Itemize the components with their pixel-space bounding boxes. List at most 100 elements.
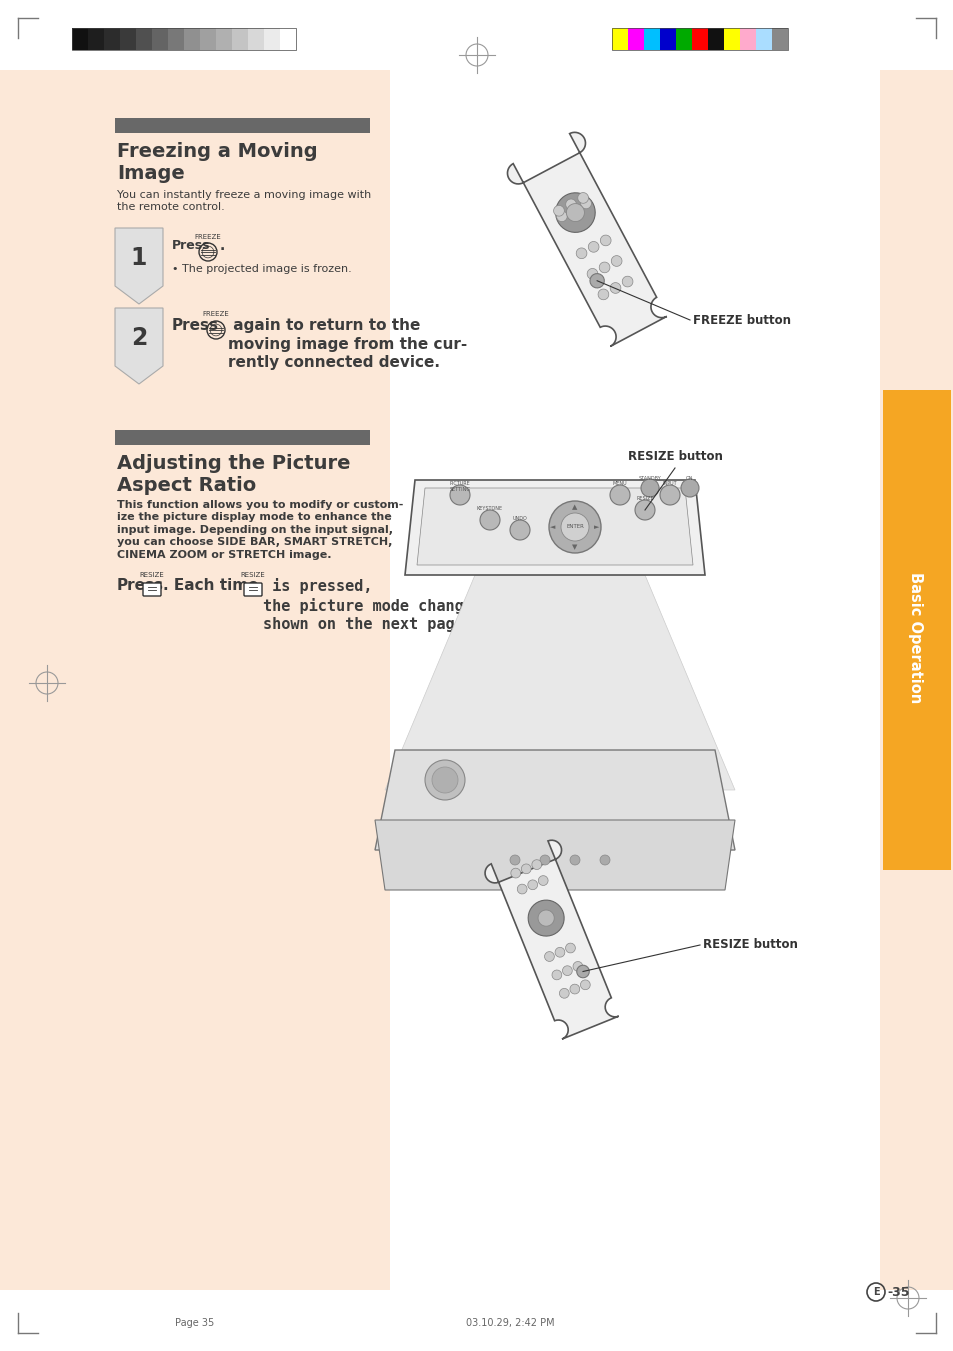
Text: RESIZE button: RESIZE button xyxy=(702,939,797,951)
Bar xyxy=(740,28,755,50)
Circle shape xyxy=(548,501,600,553)
Text: Page 35: Page 35 xyxy=(175,1319,214,1328)
Polygon shape xyxy=(507,132,666,346)
Bar xyxy=(115,430,370,444)
Circle shape xyxy=(479,509,499,530)
Polygon shape xyxy=(566,204,584,222)
Text: KEYSTONE: KEYSTONE xyxy=(476,507,502,511)
Polygon shape xyxy=(375,750,734,850)
Bar xyxy=(643,28,659,50)
Text: Freezing a Moving
Image: Freezing a Moving Image xyxy=(117,142,317,182)
FancyBboxPatch shape xyxy=(244,584,262,596)
Polygon shape xyxy=(532,859,541,870)
Polygon shape xyxy=(577,965,589,978)
Circle shape xyxy=(680,480,699,497)
Polygon shape xyxy=(115,308,163,384)
Text: Press: Press xyxy=(172,239,211,253)
Text: is pressed,
the picture mode changes as
shown on the next page.: is pressed, the picture mode changes as … xyxy=(263,578,509,632)
Text: 03.10.29, 2:42 PM: 03.10.29, 2:42 PM xyxy=(465,1319,554,1328)
Polygon shape xyxy=(416,488,692,565)
Polygon shape xyxy=(610,282,620,293)
Circle shape xyxy=(640,480,659,497)
Polygon shape xyxy=(556,211,567,222)
Text: • The projected image is frozen.: • The projected image is frozen. xyxy=(172,263,352,274)
Polygon shape xyxy=(576,247,586,258)
Text: . Each time: . Each time xyxy=(163,578,258,593)
Polygon shape xyxy=(544,951,554,962)
Polygon shape xyxy=(553,205,564,216)
Circle shape xyxy=(424,761,464,800)
Polygon shape xyxy=(115,228,163,304)
Polygon shape xyxy=(385,576,734,790)
Circle shape xyxy=(432,767,457,793)
Bar xyxy=(676,28,691,50)
Bar xyxy=(723,28,740,50)
Text: ◄: ◄ xyxy=(550,524,555,530)
Polygon shape xyxy=(569,984,579,994)
Polygon shape xyxy=(562,966,572,975)
Polygon shape xyxy=(573,962,582,971)
Bar xyxy=(88,28,104,50)
Bar xyxy=(184,28,200,50)
Bar xyxy=(200,28,215,50)
Polygon shape xyxy=(599,235,611,246)
Text: PICTURE
SETTING: PICTURE SETTING xyxy=(449,481,470,492)
Polygon shape xyxy=(578,193,588,203)
Text: ENTER: ENTER xyxy=(565,524,583,530)
Bar xyxy=(707,28,723,50)
Polygon shape xyxy=(588,242,598,253)
Text: 1: 1 xyxy=(131,246,147,270)
Circle shape xyxy=(539,855,550,865)
Text: This function allows you to modify or custom-
ize the picture display mode to en: This function allows you to modify or cu… xyxy=(117,500,403,559)
Polygon shape xyxy=(621,276,632,286)
Text: Press: Press xyxy=(172,317,219,332)
Text: E: E xyxy=(872,1288,879,1297)
Text: again to return to the
moving image from the cur-
rently connected device.: again to return to the moving image from… xyxy=(228,317,467,370)
Bar xyxy=(248,28,264,50)
Polygon shape xyxy=(484,840,618,1039)
Bar xyxy=(755,28,771,50)
Polygon shape xyxy=(558,989,569,998)
Polygon shape xyxy=(565,943,575,952)
Polygon shape xyxy=(565,199,576,209)
Circle shape xyxy=(450,485,470,505)
Text: ON: ON xyxy=(685,476,693,481)
Bar xyxy=(115,118,370,132)
Polygon shape xyxy=(580,199,591,209)
Bar xyxy=(879,70,953,1290)
Polygon shape xyxy=(611,255,621,266)
Polygon shape xyxy=(517,884,527,894)
Bar xyxy=(215,28,232,50)
Text: Press: Press xyxy=(117,578,164,593)
Circle shape xyxy=(635,500,655,520)
Text: RESIZE: RESIZE xyxy=(240,571,265,578)
Text: FREEZE: FREEZE xyxy=(194,234,221,240)
Bar xyxy=(612,28,627,50)
Polygon shape xyxy=(537,875,548,885)
Polygon shape xyxy=(527,880,537,890)
Text: FREEZE button: FREEZE button xyxy=(692,313,790,327)
Bar xyxy=(264,28,280,50)
Polygon shape xyxy=(405,480,704,576)
Bar xyxy=(71,28,295,50)
Bar xyxy=(168,28,184,50)
Bar xyxy=(612,28,787,50)
Polygon shape xyxy=(598,262,609,273)
Text: ▲: ▲ xyxy=(572,504,578,509)
Text: UNDO: UNDO xyxy=(512,516,527,521)
Polygon shape xyxy=(579,979,590,990)
Text: RESIZE: RESIZE xyxy=(636,496,653,501)
Polygon shape xyxy=(586,269,598,280)
Circle shape xyxy=(599,855,609,865)
Bar xyxy=(120,28,136,50)
Circle shape xyxy=(569,855,579,865)
Polygon shape xyxy=(568,204,578,215)
Bar xyxy=(882,390,950,870)
Bar xyxy=(659,28,676,50)
FancyBboxPatch shape xyxy=(143,584,161,596)
Text: STANDBY: STANDBY xyxy=(638,476,660,481)
Circle shape xyxy=(609,485,629,505)
Polygon shape xyxy=(598,289,608,300)
Bar xyxy=(152,28,168,50)
Text: -35: -35 xyxy=(886,1286,908,1298)
